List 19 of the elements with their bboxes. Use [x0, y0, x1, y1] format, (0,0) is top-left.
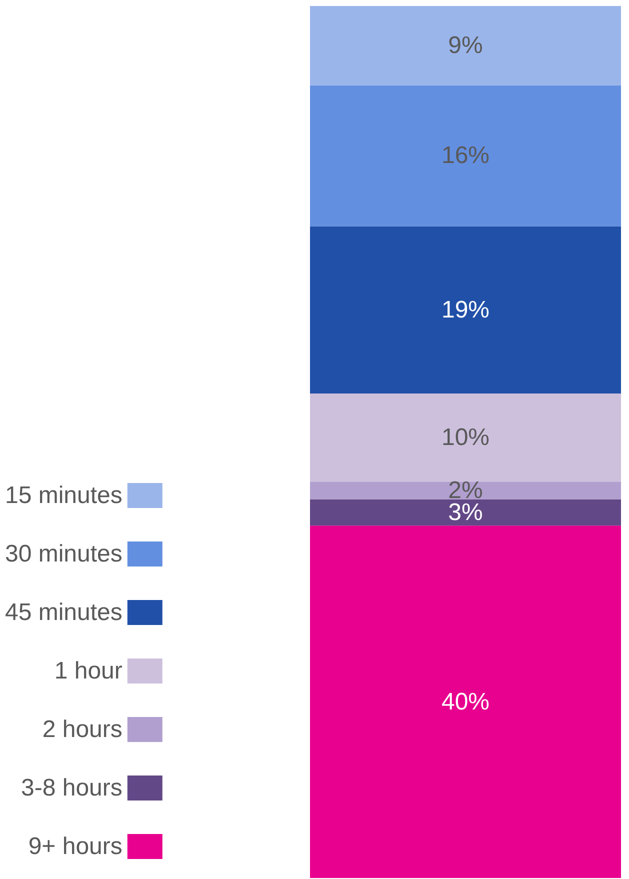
legend-label: 1 hour [54, 658, 122, 684]
bar [310, 85, 621, 226]
bar [310, 499, 621, 526]
bar [310, 394, 621, 482]
bar [310, 6, 621, 86]
data-label: 9% [448, 32, 483, 60]
legend-label: 30 minutes [4, 540, 122, 568]
data-label: 16% [441, 142, 490, 170]
legend-label: 15 minutes [4, 482, 122, 509]
bar [310, 482, 621, 500]
data-label: 10% [441, 424, 490, 452]
data-label: 19% [441, 296, 490, 324]
data-label: 40% [441, 688, 490, 716]
legend-label: 2 hours [42, 716, 122, 743]
bar [310, 226, 621, 394]
legend-label: 3-8 hours [21, 774, 122, 802]
bar [310, 526, 621, 878]
legend-label: 9+ hours [28, 833, 122, 860]
legend-label: 45 minutes [4, 599, 122, 626]
